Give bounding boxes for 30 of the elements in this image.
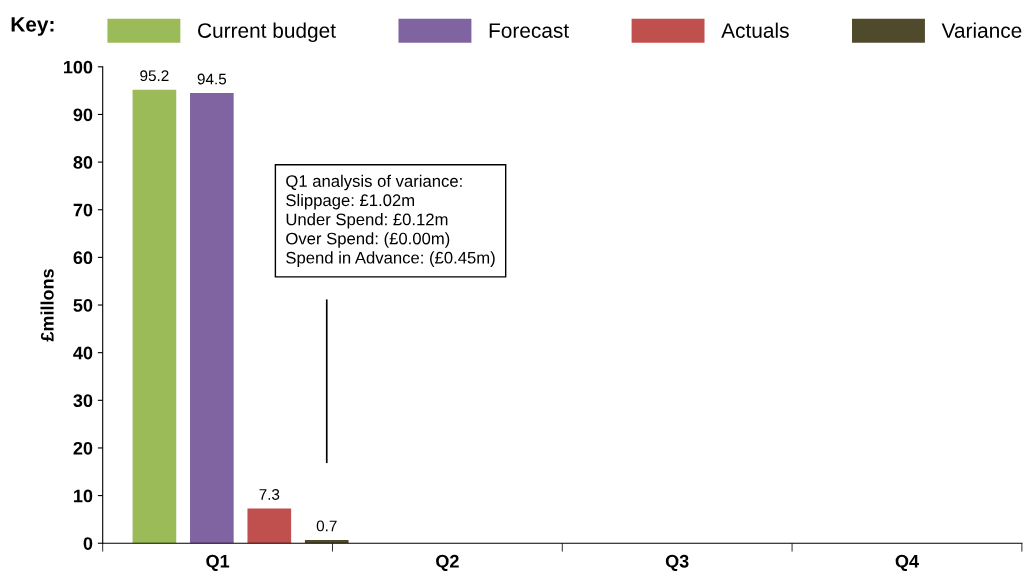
legend-title: Key: xyxy=(11,17,54,36)
y-tick-label: 60 xyxy=(73,251,93,265)
annotation: Q1 analysis of variance: xyxy=(286,174,462,191)
data-label: 94.5 xyxy=(197,73,227,85)
annotation: Under Spend: £0.12m xyxy=(286,213,448,229)
x-tick-label: Q3 xyxy=(665,554,689,571)
legend-label: Forecast xyxy=(489,23,569,38)
data-label: 95.2 xyxy=(140,70,169,82)
y-tick-label: 50 xyxy=(73,298,93,312)
y-tick-label: 80 xyxy=(73,156,93,169)
annotation: Slippage: £1.02m xyxy=(286,193,414,210)
y-tick-label: 30 xyxy=(73,394,93,408)
legend-label: Current budget xyxy=(198,22,336,43)
y-tick-label: 90 xyxy=(73,108,93,122)
x-tick-label: Q4 xyxy=(895,554,919,571)
y-tick-label: 10 xyxy=(74,489,93,503)
annotation: Over Spend: (£0.00m) xyxy=(286,232,450,248)
legend-label: Actuals xyxy=(721,22,789,38)
x-tick-label: Q1 xyxy=(206,554,230,571)
data-label: 7.3 xyxy=(259,489,280,500)
annotation: Spend in Advance: (£0.45m) xyxy=(286,251,495,267)
y-tick-label: 20 xyxy=(73,441,93,455)
y-tick-label: 0 xyxy=(83,537,93,550)
data-label: 0.7 xyxy=(316,520,337,532)
x-tick-label: Q2 xyxy=(436,554,459,571)
y-tick-label: 100 xyxy=(63,60,93,74)
y-tick-label: 40 xyxy=(73,346,93,360)
y-axis-title: £millons xyxy=(40,269,54,342)
y-tick-label: 70 xyxy=(73,203,93,217)
legend-label: Variance xyxy=(941,22,1022,38)
